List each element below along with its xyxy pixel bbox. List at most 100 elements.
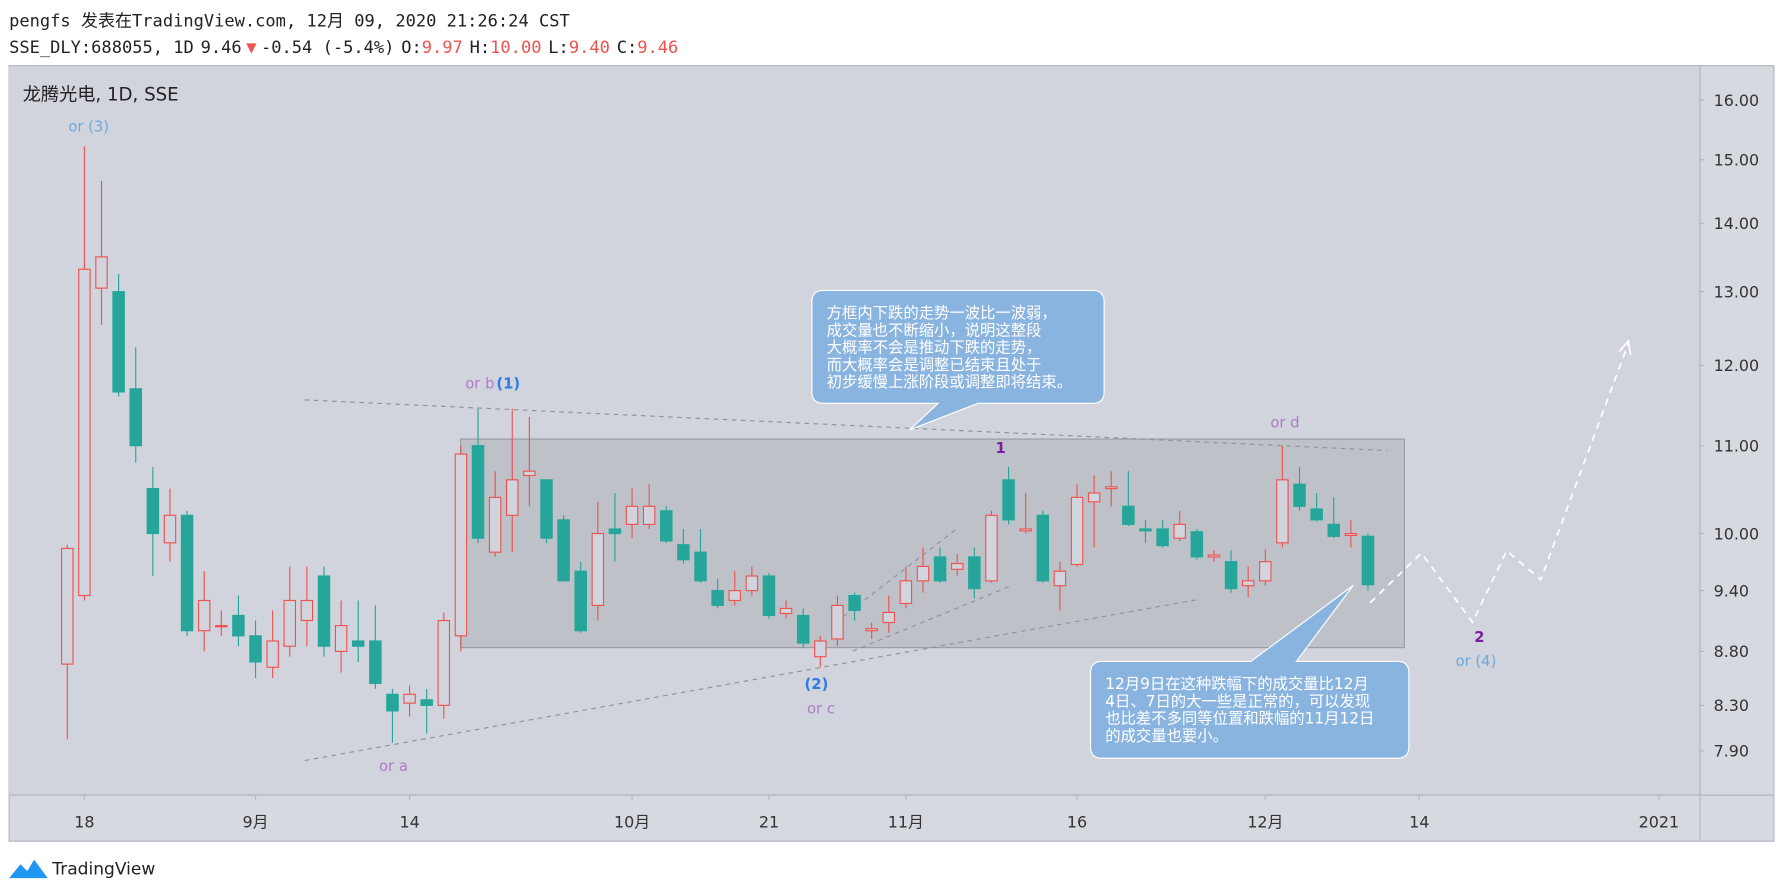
callout-text: 大概率不会是推动下跌的走势， xyxy=(827,339,1042,357)
callout-text: 成交量也不断缩小，说明这整段 xyxy=(827,321,1042,339)
candle-body xyxy=(985,514,998,582)
candle-body xyxy=(865,628,878,632)
candle-body xyxy=(197,599,211,632)
candle-body xyxy=(506,479,519,516)
y-tick-label: 8.30 xyxy=(1714,696,1749,715)
wave-label: or (3) xyxy=(68,117,109,135)
ohlc-label: O: xyxy=(401,38,422,58)
wave-label: (2) xyxy=(805,675,829,693)
y-tick-label: 16.00 xyxy=(1714,91,1760,110)
candle-body xyxy=(1344,532,1358,536)
candle-body xyxy=(745,575,759,592)
candle-body xyxy=(1259,561,1272,582)
wave-labels: or (3) or b (1) 1 or d (2) or c or a 2 o… xyxy=(68,117,1496,775)
y-tick-label: 15.00 xyxy=(1714,150,1760,169)
ohlc-value: 10.00 xyxy=(490,38,541,58)
callout-text: 方框内下跌的走势一波比一波弱， xyxy=(827,304,1057,322)
candle-body xyxy=(112,291,125,393)
candle-body xyxy=(215,625,228,628)
header-line: pengfs 发表在TradingView.com, 12月 09, 2020 … xyxy=(9,11,570,31)
callout-text: 4日、7日的大一些是正常的，可以发现 xyxy=(1105,692,1370,710)
callout: 方框内下跌的走势一波比一波弱， 成交量也不断缩小，说明这整段 大概率不会是推动下… xyxy=(811,289,1105,431)
x-tick-label: 18 xyxy=(74,812,94,831)
candle-body xyxy=(1173,523,1186,539)
candle-body xyxy=(95,256,108,289)
y-tick-label: 10.00 xyxy=(1714,524,1760,543)
candle-body xyxy=(1156,528,1169,547)
candle-body xyxy=(574,570,587,632)
candle-body xyxy=(608,528,622,535)
candle-body xyxy=(779,607,793,615)
candle-body xyxy=(61,547,74,665)
candle-body xyxy=(386,693,399,712)
candle-body xyxy=(369,640,382,684)
wave-label: 2 xyxy=(1474,628,1484,646)
candle-body xyxy=(266,640,279,668)
projection-arrow xyxy=(1618,339,1632,356)
candle-body xyxy=(403,693,416,704)
callout: 12月9日在这种跌幅下的成交量比12月 4日、7日的大一些是正常的，可以发现 也… xyxy=(1089,584,1410,759)
chart-title: 龙腾光电, 1D, SSE xyxy=(23,84,179,105)
wave-label: (1) xyxy=(496,374,520,392)
change: -0.54 (-5.4%) xyxy=(261,38,394,58)
candle-body xyxy=(916,565,930,582)
y-tick-label: 9.40 xyxy=(1714,581,1749,600)
candle-body xyxy=(882,611,896,624)
candle-body xyxy=(129,388,142,447)
candle-body xyxy=(1190,531,1204,558)
candle-body xyxy=(1105,486,1118,490)
wave-label: or c xyxy=(807,699,835,717)
trend-line xyxy=(304,399,1388,452)
candle-body xyxy=(540,479,553,539)
ohlc-label: H: xyxy=(470,38,491,58)
candle-body xyxy=(78,268,91,597)
trend-line xyxy=(304,598,1200,762)
candle-body xyxy=(796,614,810,644)
candle-body xyxy=(300,599,314,622)
candle-body xyxy=(728,590,741,602)
candle-body xyxy=(351,640,365,647)
x-tick-label: 21 xyxy=(759,812,779,831)
candle-body xyxy=(1241,580,1255,587)
candle-body xyxy=(848,594,861,612)
candle-body xyxy=(625,505,639,525)
y-tick-label: 11.00 xyxy=(1714,436,1760,455)
x-tick-label: 10月 xyxy=(614,812,650,831)
candle-body xyxy=(163,514,177,544)
ohlc-label: C: xyxy=(617,38,638,58)
symbol: SSE_DLY:688055, 1D xyxy=(9,38,194,58)
candle-body xyxy=(334,625,348,652)
candle-body xyxy=(557,519,570,582)
candle-body xyxy=(1122,505,1135,525)
candle-body xyxy=(762,575,776,617)
candle-body xyxy=(1310,508,1323,521)
y-tick-label: 8.80 xyxy=(1714,642,1749,661)
x-tick-label: 2021 xyxy=(1639,812,1679,831)
candle-body xyxy=(180,514,194,632)
header-quote: SSE_DLY:688055, 1D 9.46 ▼ -0.54 (-5.4%) O:9.… xyxy=(9,38,678,58)
candle-body xyxy=(232,614,245,637)
candles xyxy=(61,146,1375,743)
candle-body xyxy=(420,699,433,706)
y-tick-label: 7.90 xyxy=(1714,742,1749,761)
trend-line xyxy=(835,529,956,623)
candle-body xyxy=(1276,479,1289,544)
candle-body xyxy=(523,470,536,477)
candle-body xyxy=(1293,483,1306,507)
candle-body xyxy=(933,556,947,582)
wave-label: or d xyxy=(1270,413,1299,431)
last: 9.46 xyxy=(201,38,242,58)
candle-body xyxy=(437,619,451,706)
candle-body xyxy=(317,575,331,647)
candle-body xyxy=(677,544,690,561)
range-box xyxy=(459,438,1405,649)
trend-lines xyxy=(304,399,1388,762)
candle-body xyxy=(146,487,160,535)
candle-body xyxy=(454,453,468,637)
x-tick-label: 16 xyxy=(1067,812,1087,831)
callout-text: 初步缓慢上涨阶段或调整即将结束。 xyxy=(827,373,1072,391)
wave-label: or a xyxy=(379,757,408,775)
candle-body xyxy=(899,580,913,605)
ohlc-label: L: xyxy=(548,38,569,58)
x-tick-label: 12月 xyxy=(1247,812,1283,831)
